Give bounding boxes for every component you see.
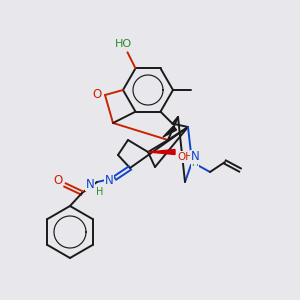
- Polygon shape: [163, 126, 176, 137]
- Text: N: N: [190, 151, 200, 164]
- Text: H: H: [192, 160, 198, 169]
- Text: H: H: [96, 187, 104, 197]
- Text: HO: HO: [115, 39, 132, 49]
- Text: N: N: [85, 178, 94, 190]
- Text: OH: OH: [177, 152, 193, 162]
- Text: O: O: [53, 175, 63, 188]
- Text: N: N: [105, 173, 113, 187]
- Polygon shape: [148, 149, 175, 154]
- Text: O: O: [92, 88, 102, 101]
